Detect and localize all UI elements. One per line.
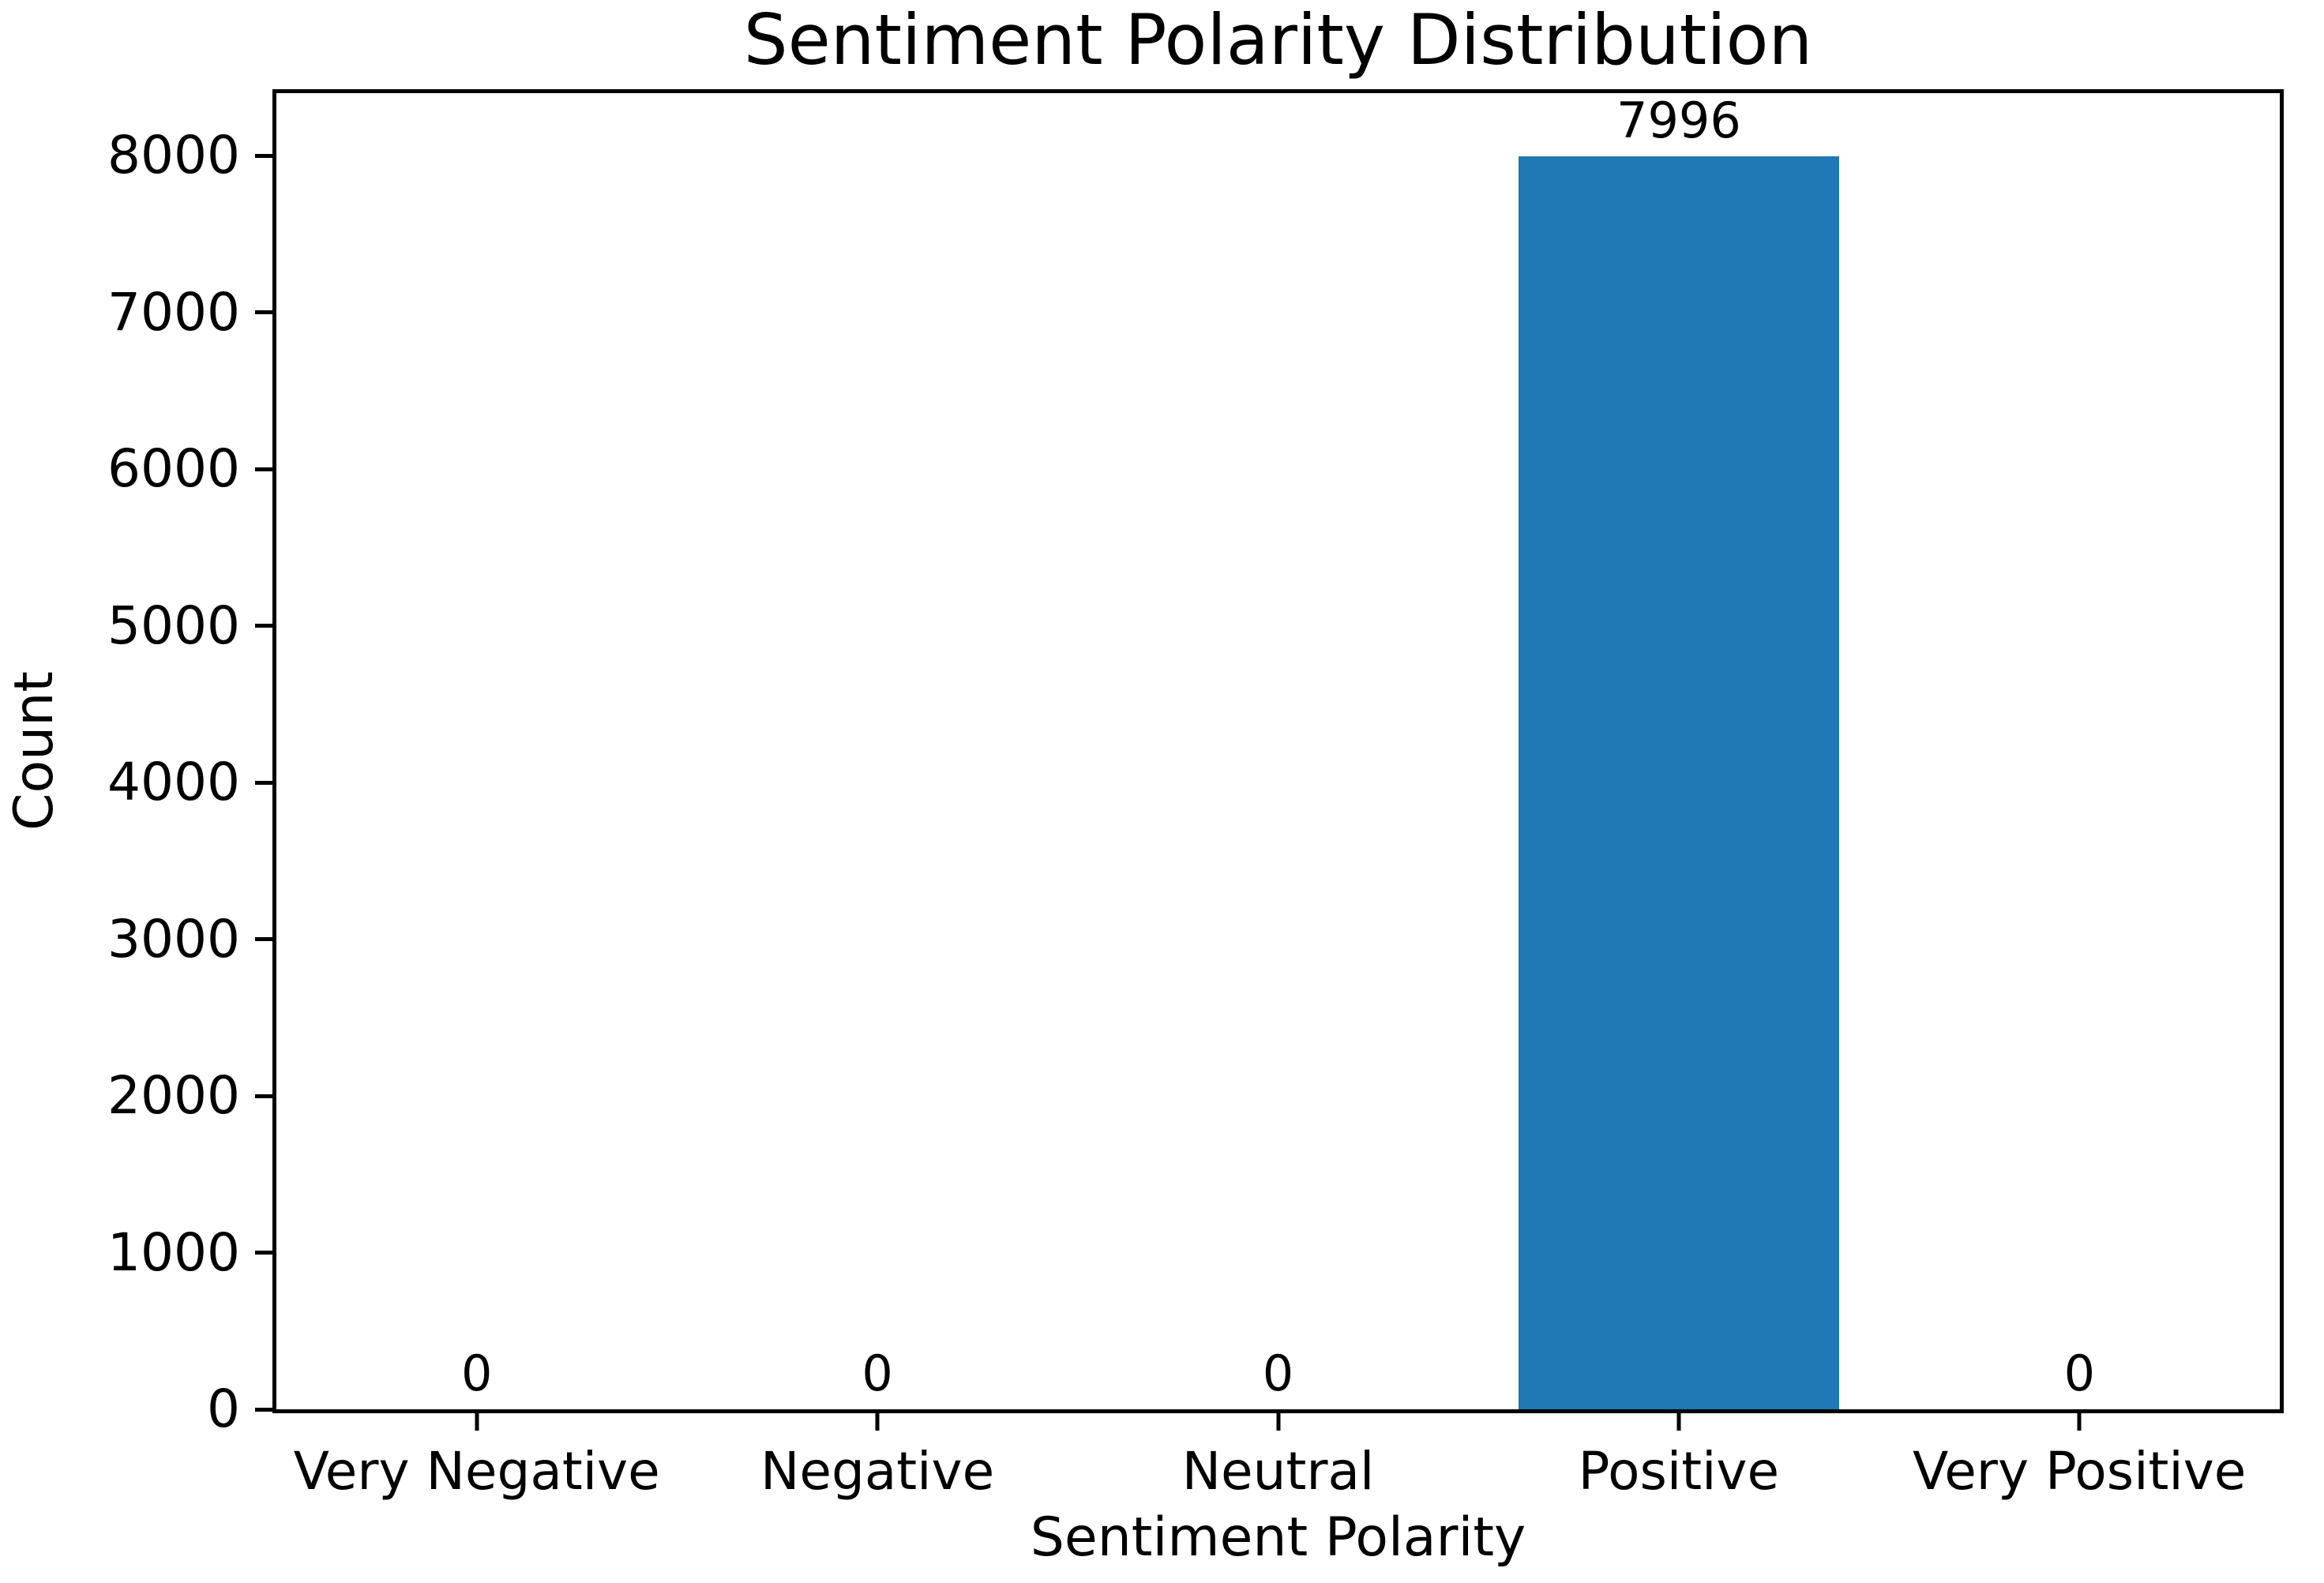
bar-value-label: 0	[460, 1345, 493, 1402]
y-tick-label: 7000	[107, 281, 240, 343]
x-tick	[1276, 1413, 1280, 1431]
bar-value-label: 0	[1262, 1345, 1294, 1402]
y-axis-label: Count	[3, 671, 66, 831]
x-tick-label: Neutral	[1181, 1441, 1375, 1502]
x-tick-label: Positive	[1578, 1441, 1780, 1502]
y-tick	[255, 780, 276, 785]
x-tick-label: Very Negative	[293, 1441, 660, 1502]
y-tick	[255, 153, 276, 158]
y-tick-label: 5000	[107, 595, 240, 656]
y-tick	[255, 467, 276, 471]
x-tick-label: Negative	[760, 1441, 995, 1502]
bar-value-label: 7996	[1616, 92, 1741, 150]
y-tick-label: 2000	[107, 1065, 240, 1127]
y-tick	[255, 624, 276, 628]
y-tick	[255, 1251, 276, 1255]
y-tick	[255, 1407, 276, 1412]
chart-title: Sentiment Polarity Distribution	[743, 0, 1813, 81]
x-axis-label: Sentiment Polarity	[1030, 1506, 1526, 1569]
bar-value-label: 0	[862, 1345, 893, 1402]
y-tick-label: 6000	[107, 438, 240, 500]
y-tick-label: 3000	[107, 908, 240, 970]
y-tick	[255, 310, 276, 315]
x-tick	[1676, 1413, 1681, 1431]
y-tick-label: 4000	[107, 752, 240, 813]
plot-area: 0 1000 2000 3000 4000 5000 6000 7000 8000 Very Ne…	[107, 89, 2284, 1498]
x-tick	[875, 1413, 880, 1431]
x-tick-label: Very Positive	[1913, 1441, 2247, 1502]
x-tick	[475, 1413, 479, 1431]
y-tick-label: 1000	[107, 1221, 240, 1283]
bar-value-label: 0	[2063, 1345, 2096, 1402]
y-tick-label: 0	[207, 1379, 240, 1439]
y-tick	[255, 1093, 276, 1098]
bar-positive	[1518, 156, 1839, 1409]
x-tick	[2077, 1413, 2082, 1431]
y-tick-label: 8000	[107, 125, 240, 186]
y-tick	[255, 937, 276, 942]
